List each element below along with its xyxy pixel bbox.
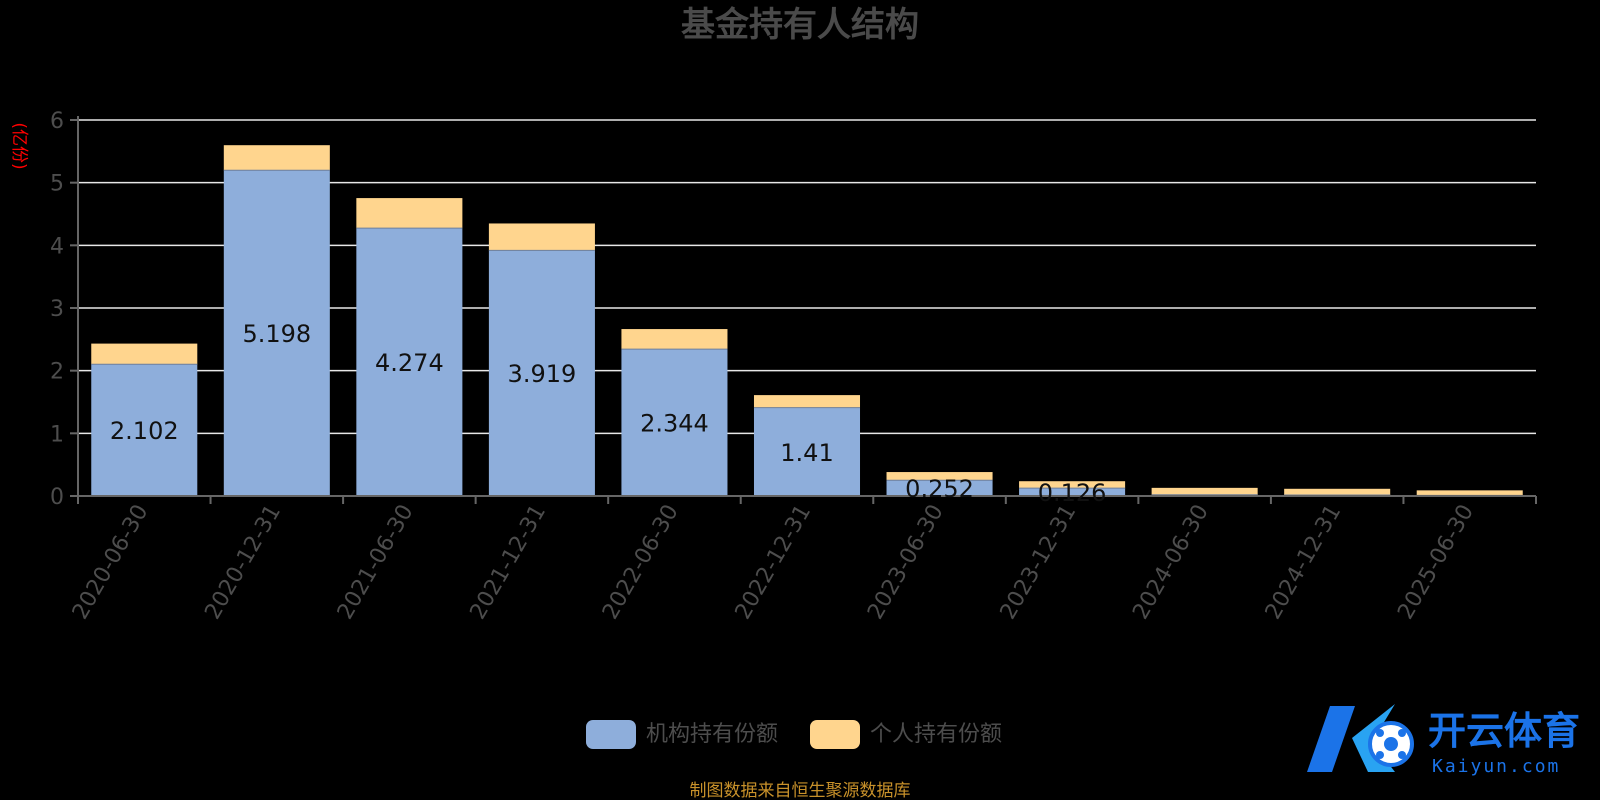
x-tick-label: 2025-06-30	[1393, 501, 1479, 624]
bar-individual[interactable]	[1416, 490, 1523, 496]
bar-institutional[interactable]	[91, 364, 198, 496]
x-tick-label: 2020-12-31	[200, 501, 286, 624]
bar-individual[interactable]	[1284, 488, 1391, 496]
data-label: 2.102	[110, 417, 179, 445]
data-label: 0.126	[1038, 479, 1107, 507]
bar-individual[interactable]	[886, 472, 993, 481]
x-tick-label: 2020-06-30	[68, 501, 154, 624]
x-tick-label: 2021-12-31	[466, 501, 552, 624]
x-tick-labels: 2020-06-30 2020-12-31 2021-06-30 2021-12-31…	[68, 500, 1479, 623]
y-tick-label: 3	[50, 297, 64, 322]
y-tick-label: 4	[50, 234, 64, 259]
bar-institutional[interactable]	[621, 349, 728, 496]
data-labels: 2.102 5.198 4.274 3.919 2.344 1.41 0.252 0.126	[110, 320, 1107, 507]
x-tick-label: 2024-06-30	[1128, 501, 1214, 624]
bar-individual[interactable]	[356, 198, 463, 229]
x-tick-label: 2024-12-31	[1261, 501, 1347, 624]
bar-institutional[interactable]	[356, 228, 463, 497]
legend-swatch-institutional	[586, 720, 636, 749]
bar-institutional[interactable]	[886, 480, 993, 496]
y-tick-label: 5	[50, 172, 64, 197]
bar-institutional[interactable]	[1019, 488, 1126, 496]
bar-individual[interactable]	[91, 343, 198, 365]
watermark-logo: 开云体育 Kaiyun.com	[1307, 704, 1580, 777]
data-label: 2.344	[640, 410, 709, 438]
watermark-domain: Kaiyun.com	[1432, 756, 1560, 777]
y-tick-label: 1	[50, 422, 64, 447]
legend-swatch-individual	[810, 720, 860, 749]
bar-individual[interactable]	[223, 145, 330, 171]
chart-title: 基金持有人结构	[681, 5, 919, 45]
legend-label-institutional: 机构持有份额	[646, 722, 778, 747]
x-tick-label: 2023-06-30	[863, 500, 949, 623]
y-unit-label: (亿份)	[9, 122, 29, 169]
data-label: 0.252	[905, 475, 974, 503]
x-tick-label: 2023-12-31	[996, 501, 1082, 624]
axes	[70, 116, 1537, 504]
x-tick-label: 2021-06-30	[333, 501, 419, 624]
data-label: 5.198	[242, 320, 311, 348]
bar-individual[interactable]	[488, 223, 595, 251]
data-source-note: 制图数据来自恒生聚源数据库	[690, 781, 911, 800]
y-tick-label: 0	[50, 485, 64, 510]
x-tick-label: 2022-12-31	[731, 501, 817, 624]
x-tick-label: 2022-06-30	[598, 501, 684, 624]
kaiyun-logo-icon	[1307, 704, 1414, 772]
data-label: 4.274	[375, 349, 444, 377]
y-tick-labels: 0 1 2 3 4 5 6	[50, 109, 64, 510]
bar-individual[interactable]	[621, 329, 728, 350]
bar-individual[interactable]	[1019, 481, 1126, 489]
bar-institutional[interactable]	[223, 170, 330, 496]
legend: 机构持有份额 个人持有份额	[586, 720, 1002, 749]
legend-item-institutional[interactable]: 机构持有份额	[586, 720, 778, 749]
data-label: 1.41	[780, 439, 833, 467]
y-tick-label: 2	[50, 360, 64, 385]
bar-institutional[interactable]	[753, 407, 861, 496]
legend-label-individual: 个人持有份额	[870, 722, 1002, 747]
data-label: 3.919	[508, 360, 577, 388]
bar-institutional[interactable]	[488, 250, 595, 496]
bar-individual[interactable]	[1151, 487, 1258, 495]
bar-individual[interactable]	[753, 395, 861, 408]
y-tick-label: 6	[50, 109, 64, 134]
legend-item-individual[interactable]: 个人持有份额	[810, 720, 1002, 749]
bars	[91, 145, 1523, 497]
watermark-name: 开云体育	[1428, 709, 1580, 753]
